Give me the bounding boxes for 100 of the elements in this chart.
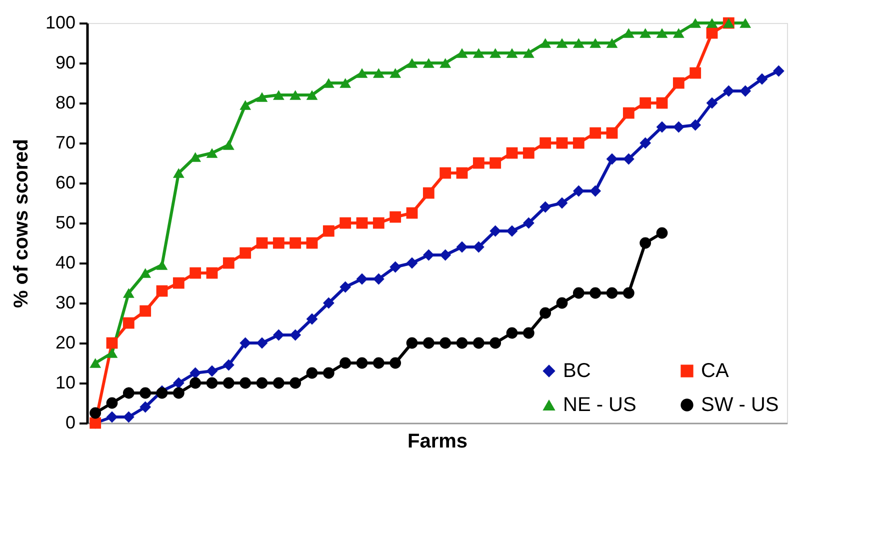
y-tick-label: 30 (55, 292, 76, 312)
point (722, 85, 734, 97)
y-tick-label: 80 (55, 92, 76, 112)
point (90, 358, 102, 368)
point (672, 77, 684, 89)
point (222, 377, 234, 389)
point (522, 48, 534, 58)
point (222, 257, 234, 269)
y-tick-label: 90 (55, 52, 76, 72)
y-tick-label: 70 (55, 132, 76, 152)
point (740, 18, 752, 28)
point (140, 401, 152, 413)
point (390, 357, 402, 369)
point (290, 90, 302, 100)
point (106, 337, 118, 349)
point (472, 157, 484, 169)
point (106, 397, 118, 409)
point (456, 48, 468, 58)
point (572, 38, 584, 48)
point (256, 337, 268, 349)
point (222, 140, 234, 150)
point (622, 28, 634, 38)
point (122, 288, 134, 298)
point (422, 187, 434, 199)
point (472, 337, 484, 349)
point (122, 317, 134, 329)
point (656, 121, 668, 133)
point (656, 97, 668, 109)
point (122, 387, 134, 399)
point (390, 211, 402, 223)
point (456, 241, 468, 253)
y-tick-label: 10 (55, 372, 76, 392)
y-tick-label: 60 (55, 172, 76, 192)
point (572, 137, 584, 149)
legend-label: SW - US (701, 394, 779, 416)
point (690, 119, 702, 131)
y-axis-title: % of cows scored (10, 139, 32, 308)
point (740, 85, 752, 97)
point (490, 337, 502, 349)
point (640, 137, 652, 149)
point (422, 337, 434, 349)
point (772, 65, 784, 77)
point (306, 313, 318, 325)
point (590, 185, 602, 197)
point (422, 58, 434, 68)
point (506, 225, 518, 237)
point (506, 327, 518, 339)
point (756, 73, 768, 85)
point (272, 329, 284, 341)
point (206, 377, 218, 389)
point (556, 197, 568, 209)
point (490, 157, 502, 169)
point (240, 100, 252, 110)
point (490, 48, 502, 58)
point (572, 287, 584, 299)
point (272, 237, 284, 249)
point (240, 377, 252, 389)
point (206, 365, 218, 377)
point (322, 367, 334, 379)
point (206, 148, 218, 158)
point (340, 217, 352, 229)
point (190, 377, 202, 389)
point (406, 337, 418, 349)
point (540, 38, 552, 48)
legend-label: CA (701, 360, 730, 382)
point (156, 260, 168, 270)
point (190, 267, 202, 279)
y-tick-label: 0 (65, 412, 76, 432)
point (372, 217, 384, 229)
point (422, 249, 434, 261)
point (90, 407, 102, 419)
point (606, 127, 618, 139)
point (390, 68, 402, 78)
point (322, 225, 334, 237)
point (290, 377, 302, 389)
point (322, 297, 334, 309)
point (540, 201, 552, 213)
point (440, 337, 452, 349)
point (272, 90, 284, 100)
point (256, 237, 268, 249)
point (590, 127, 602, 139)
point (656, 28, 668, 38)
point (440, 167, 452, 179)
point (440, 249, 452, 261)
point (406, 58, 418, 68)
point (640, 237, 652, 249)
point (440, 58, 452, 68)
point (690, 67, 702, 79)
point (222, 359, 234, 371)
point (556, 137, 568, 149)
point (706, 97, 718, 109)
point (590, 287, 602, 299)
point (506, 48, 518, 58)
point (540, 137, 552, 149)
point (306, 237, 318, 249)
point (656, 227, 668, 239)
point (522, 217, 534, 229)
point (540, 307, 552, 319)
point (256, 377, 268, 389)
point (640, 28, 652, 38)
